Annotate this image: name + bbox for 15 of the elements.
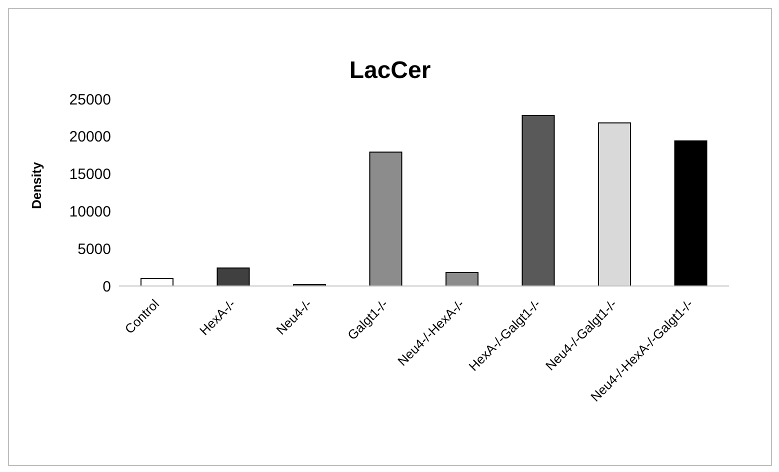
bar	[140, 278, 174, 286]
chart-title: LacCer	[348, 57, 432, 85]
bar	[446, 272, 478, 286]
bar	[369, 152, 402, 286]
y-tick-label: 10000	[69, 204, 111, 221]
bar	[216, 268, 250, 286]
y-axis-title: Density	[29, 162, 44, 209]
bar	[674, 140, 708, 286]
y-tick-label: 25000	[69, 91, 111, 108]
y-tick-label: 20000	[69, 128, 111, 146]
bar	[598, 122, 631, 286]
y-tick-label: 15000	[69, 166, 111, 184]
y-tick-label: 5000	[78, 240, 111, 258]
bar	[522, 114, 555, 286]
y-tick-label: 0	[102, 278, 111, 296]
